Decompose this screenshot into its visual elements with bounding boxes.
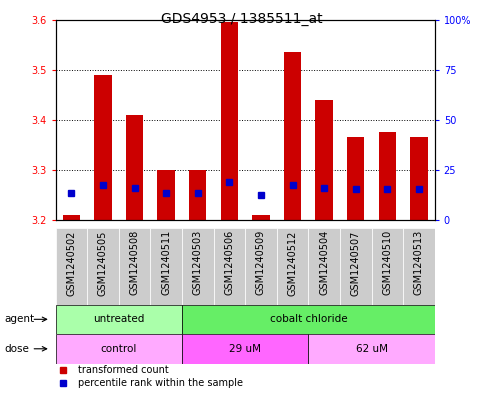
Bar: [308, 228, 340, 305]
Bar: [340, 228, 371, 305]
Bar: [371, 228, 403, 305]
Bar: [56, 305, 182, 334]
Text: GSM1240510: GSM1240510: [383, 230, 392, 296]
Bar: [150, 228, 182, 305]
Text: untreated: untreated: [93, 314, 144, 324]
Text: 29 uM: 29 uM: [229, 344, 261, 354]
Text: percentile rank within the sample: percentile rank within the sample: [78, 378, 243, 387]
Text: GSM1240512: GSM1240512: [287, 230, 298, 296]
Text: GSM1240502: GSM1240502: [66, 230, 76, 296]
Bar: [119, 228, 150, 305]
Text: GSM1240506: GSM1240506: [224, 230, 234, 296]
Bar: [56, 228, 87, 305]
Bar: [403, 228, 435, 305]
Text: agent: agent: [5, 314, 35, 324]
Bar: [213, 228, 245, 305]
Bar: [379, 132, 396, 220]
Bar: [87, 228, 119, 305]
Bar: [94, 75, 112, 220]
Text: GSM1240513: GSM1240513: [414, 230, 424, 296]
Bar: [189, 170, 206, 220]
Text: GSM1240503: GSM1240503: [193, 230, 203, 296]
Bar: [157, 170, 175, 220]
Text: transformed count: transformed count: [78, 365, 169, 375]
Bar: [308, 334, 435, 364]
Bar: [126, 115, 143, 220]
Text: 62 uM: 62 uM: [355, 344, 387, 354]
Bar: [245, 228, 277, 305]
Bar: [410, 138, 427, 220]
Text: GSM1240509: GSM1240509: [256, 230, 266, 296]
Bar: [284, 52, 301, 220]
Text: control: control: [100, 344, 137, 354]
Bar: [347, 138, 364, 220]
Text: GDS4953 / 1385511_at: GDS4953 / 1385511_at: [161, 12, 322, 26]
Bar: [221, 22, 238, 220]
Bar: [182, 334, 308, 364]
Text: GSM1240504: GSM1240504: [319, 230, 329, 296]
Text: GSM1240511: GSM1240511: [161, 230, 171, 296]
Bar: [277, 228, 308, 305]
Bar: [182, 228, 213, 305]
Bar: [315, 100, 333, 220]
Bar: [252, 215, 270, 220]
Text: GSM1240508: GSM1240508: [129, 230, 140, 296]
Text: cobalt chloride: cobalt chloride: [270, 314, 347, 324]
Bar: [182, 305, 435, 334]
Text: GSM1240507: GSM1240507: [351, 230, 361, 296]
Bar: [56, 334, 182, 364]
Text: GSM1240505: GSM1240505: [98, 230, 108, 296]
Bar: [63, 215, 80, 220]
Text: dose: dose: [5, 344, 30, 354]
